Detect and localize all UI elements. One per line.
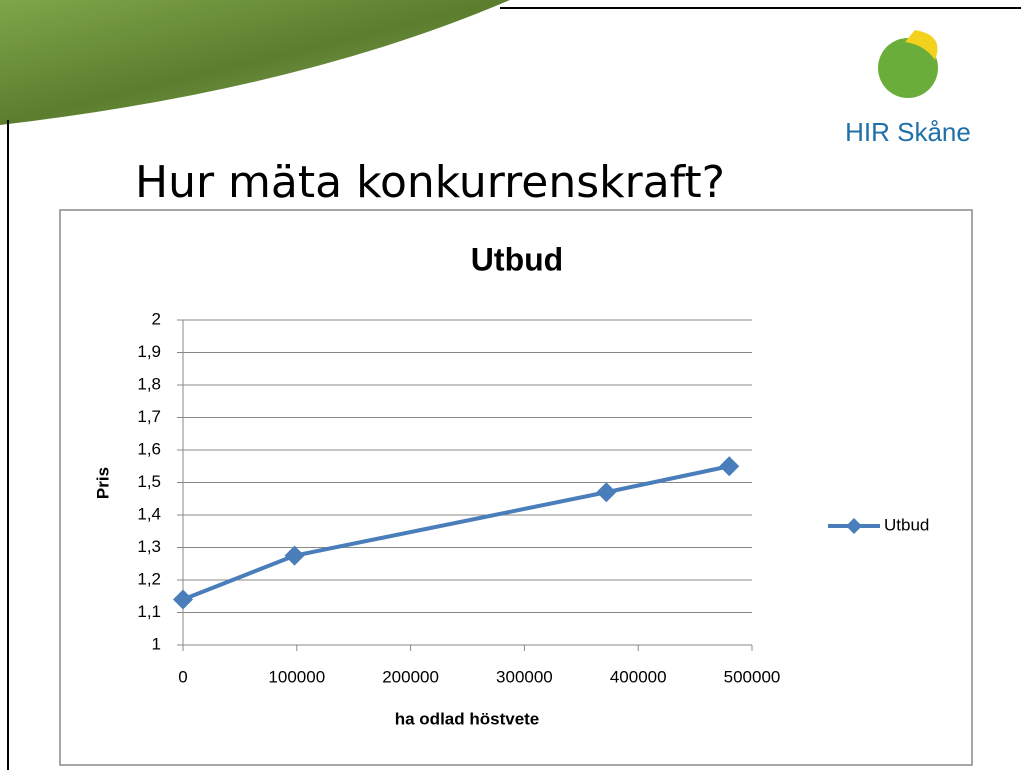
- y-tick-label: 1: [152, 634, 161, 653]
- slide-title: Hur mäta konkurrenskraft?: [135, 157, 725, 208]
- header-image: [0, 0, 510, 125]
- y-tick-label: 1,7: [137, 407, 161, 426]
- x-tick-label: 200000: [382, 667, 439, 686]
- logo-leaf: [905, 30, 938, 60]
- legend-label: Utbud: [884, 515, 929, 534]
- logo-text: HIR Skåne: [845, 117, 971, 147]
- y-tick-label: 1,6: [137, 439, 161, 458]
- y-axis-label: Pris: [93, 467, 112, 499]
- chart-title: Utbud: [471, 241, 563, 277]
- x-tick-label: 400000: [610, 667, 667, 686]
- x-tick-label: 300000: [496, 667, 553, 686]
- y-tick-label: 2: [152, 309, 161, 328]
- data-point: [284, 545, 305, 566]
- y-tick-label: 1,8: [137, 374, 161, 393]
- x-tick-label: 100000: [268, 667, 325, 686]
- series-line: [182, 464, 730, 602]
- data-point: [719, 456, 740, 477]
- logo-icon: [878, 38, 938, 98]
- y-tick-label: 1,1: [137, 602, 161, 621]
- legend-marker: [846, 518, 862, 534]
- y-tick-label: 1,3: [137, 537, 161, 556]
- data-point: [173, 589, 193, 610]
- chart-frame: [59, 209, 973, 766]
- y-tick-label: 1,9: [137, 342, 161, 361]
- y-tick-label: 1,5: [137, 472, 161, 491]
- y-tick-label: 1,2: [137, 569, 161, 588]
- x-axis-label: ha odlad höstvete: [395, 709, 540, 728]
- y-tick-label: 1,4: [137, 504, 161, 523]
- x-tick-label: 0: [178, 667, 187, 686]
- data-point: [596, 482, 617, 503]
- x-tick-label: 500000: [724, 667, 781, 686]
